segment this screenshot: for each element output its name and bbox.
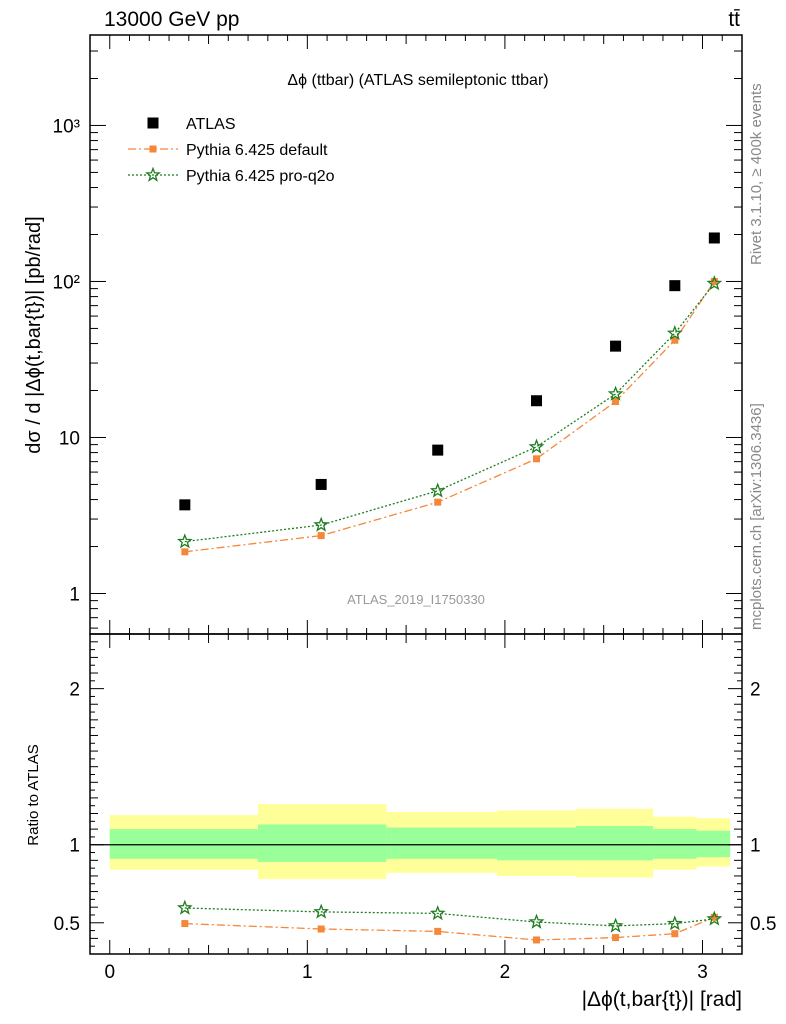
header-energy-label: 13000 GeV pp xyxy=(104,8,239,31)
inner-uncertainty-band xyxy=(653,829,697,859)
x-tick-label: 1 xyxy=(302,962,313,983)
inner-uncertainty-band xyxy=(696,830,731,858)
legend-label-atlas: ATLAS xyxy=(186,116,236,133)
pythia-pro-q2o-main-point xyxy=(607,385,624,401)
inner-uncertainty-band xyxy=(576,826,654,861)
pythia-pro-q2o-ratio-point xyxy=(666,915,683,931)
ratio-y-tick-label-right: 2 xyxy=(750,680,761,701)
pythia-default-main-line xyxy=(184,281,715,553)
pythia-pro-q2o-main-point xyxy=(176,533,193,549)
ratio-y-tick-label: 2 xyxy=(69,680,80,701)
pythia-default-main-point xyxy=(533,455,541,463)
atlas-main-point xyxy=(179,499,191,511)
legend-marker-pythia-default xyxy=(149,145,157,153)
pythia-pro-q2o-ratio-point xyxy=(313,903,330,919)
pythia-pro-q2o-main-point xyxy=(528,438,545,454)
mcplots-label: mcplots.cern.ch [arXiv:1306.3436] xyxy=(748,403,765,630)
inner-uncertainty-band xyxy=(257,824,387,862)
pythia-default-main-point xyxy=(710,277,718,285)
pythia-pro-q2o-main-point xyxy=(429,482,446,498)
inner-uncertainty-band xyxy=(497,827,577,861)
legend-label-pythia-pro-q2o: Pythia 6.425 pro-q2o xyxy=(186,168,335,185)
atlas-main-point xyxy=(315,478,327,490)
pythia-pro-q2o-main-point xyxy=(666,324,683,341)
pythia-pro-q2o-ratio-point xyxy=(607,917,624,933)
pythia-pro-q2o-ratio-point xyxy=(429,905,446,921)
x-tick-label: 0 xyxy=(104,962,115,983)
pythia-default-ratio-line xyxy=(184,916,715,941)
analysis-watermark: ATLAS_2019_I1750330 xyxy=(347,592,485,607)
main-panel: Δϕ (ttbar) (ATLAS semileptonic ttbar) dσ… xyxy=(23,34,743,635)
x-tick-label: 2 xyxy=(500,962,511,983)
inner-uncertainty-band xyxy=(386,827,498,859)
legend: ATLAS Pythia 6.425 default Pythia 6.425 pr… xyxy=(128,116,335,185)
pythia-default-ratio-point xyxy=(317,925,325,933)
pythia-default-main-point xyxy=(317,532,325,540)
x-axis-label: |Δϕ(t,bar{t})| [rad] xyxy=(582,988,742,1011)
legend-label-pythia-default: Pythia 6.425 default xyxy=(186,142,328,159)
pythia-pro-q2o-ratio-point xyxy=(528,913,545,929)
pythia-default-main-point xyxy=(612,398,620,406)
atlas-main-point xyxy=(708,232,720,244)
pythia-default-main-point xyxy=(434,498,442,506)
legend-marker-pythia-pro-q2o xyxy=(145,166,161,182)
atlas-main-point xyxy=(531,395,543,407)
rivet-version-label: Rivet 3.1.10, ≥ 400k events xyxy=(748,83,765,265)
y-tick-label: 10³ xyxy=(53,116,80,137)
inner-uncertainty-band xyxy=(109,829,258,859)
pythia-default-ratio-point xyxy=(434,927,442,935)
pythia-default-main-point xyxy=(671,336,679,344)
pythia-default-ratio-point xyxy=(710,913,718,921)
atlas-main-point xyxy=(610,340,622,352)
x-tick-label: 3 xyxy=(697,962,708,983)
ratio-y-axis-label: Ratio to ATLAS xyxy=(25,744,42,845)
main-plot-title: Δϕ (ttbar) (ATLAS semileptonic ttbar) xyxy=(287,72,548,89)
y-tick-label: 10 xyxy=(59,428,80,449)
y-tick-label: 1 xyxy=(69,584,80,605)
ratio-plot-frame xyxy=(89,633,743,955)
atlas-main-point xyxy=(432,444,444,456)
ratio-y-tick-label-right: 1 xyxy=(750,836,761,857)
pythia-default-ratio-point xyxy=(181,920,189,928)
ratio-y-tick-label: 0.5 xyxy=(54,914,80,935)
pythia-pro-q2o-ratio-point xyxy=(706,910,723,926)
pythia-default-main-point xyxy=(181,548,189,556)
pythia-pro-q2o-ratio-point xyxy=(176,899,193,915)
atlas-main-point xyxy=(669,280,681,292)
pythia-pro-q2o-main-point xyxy=(706,275,723,291)
pythia-default-ratio-point xyxy=(533,936,541,944)
pythia-default-ratio-point xyxy=(671,930,679,938)
header-process-label: tt̄ xyxy=(728,8,740,31)
y-tick-label: 10² xyxy=(53,272,80,293)
ratio-y-tick-label: 1 xyxy=(69,836,80,857)
pythia-pro-q2o-main-line xyxy=(184,283,715,543)
main-y-axis-label: dσ / d |Δϕ(t,bar{t})| [pb/rad] xyxy=(23,216,45,453)
ratio-y-tick-label-right: 0.5 xyxy=(750,914,776,935)
pythia-pro-q2o-ratio-line xyxy=(184,907,715,927)
ratio-panel: Ratio to ATLAS |Δϕ(t,bar{t})| [rad] 0 1 2 3… xyxy=(25,633,776,1011)
legend-marker-atlas xyxy=(147,117,159,129)
pythia-default-ratio-point xyxy=(612,934,620,942)
pythia-pro-q2o-main-point xyxy=(313,516,330,532)
